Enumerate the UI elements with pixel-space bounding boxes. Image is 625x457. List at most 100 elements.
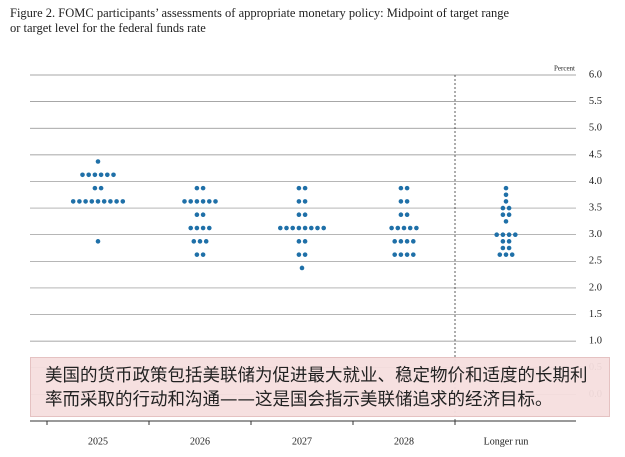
dot: [296, 239, 302, 244]
dot: [194, 225, 200, 231]
dot: [194, 212, 200, 218]
dot: [188, 199, 193, 204]
dot: [207, 199, 212, 204]
chart-title: Figure 2. FOMC participants’ assessments…: [10, 6, 509, 36]
dot: [194, 199, 200, 204]
y-tick-label: 6.0: [589, 69, 602, 80]
dot: [98, 172, 104, 178]
dot: [278, 225, 283, 231]
dot: [98, 185, 104, 191]
dot: [309, 225, 314, 231]
dot: [92, 185, 98, 191]
title-line: or target level for the federal funds ra…: [10, 21, 206, 35]
dot: [398, 239, 404, 244]
dot: [392, 239, 398, 244]
y-tick-label: 4.0: [589, 176, 602, 187]
dot: [114, 199, 119, 204]
dot: [500, 212, 506, 218]
dot: [89, 199, 95, 204]
y-tick-label: 3.5: [589, 202, 602, 213]
dot: [414, 225, 419, 231]
y-tick-label: 1.0: [589, 336, 602, 347]
dot: [404, 212, 410, 218]
dot: [302, 225, 308, 231]
dot: [500, 232, 506, 237]
dot: [398, 252, 404, 257]
dot: [299, 265, 305, 271]
dot: [506, 239, 512, 244]
dot: [70, 199, 76, 204]
dot: [398, 212, 404, 218]
dot: [200, 212, 206, 218]
y-tick-label: 2.5: [589, 256, 602, 267]
dot: [296, 225, 302, 231]
dot: [404, 199, 410, 204]
dot: [503, 192, 509, 198]
dot: [513, 232, 518, 237]
dot: [411, 252, 416, 257]
dot: [302, 252, 308, 257]
dot: [197, 239, 203, 244]
dot: [111, 172, 116, 178]
dot: [302, 199, 308, 204]
dot: [398, 199, 404, 204]
dot: [296, 212, 302, 218]
caption-line: 美国的货币政策包括美联储为促进最大就业、稳定物价和适度的长期利: [45, 366, 588, 386]
dot: [182, 199, 187, 204]
y-tick-label: 2.0: [589, 282, 602, 293]
dot: [411, 239, 416, 244]
dot: [321, 225, 327, 231]
dot: [213, 199, 218, 204]
y-tick-label: 5.5: [589, 96, 602, 107]
dot: [506, 205, 512, 211]
y-unit: Percent: [554, 65, 575, 73]
dot: [296, 185, 302, 191]
dot: [404, 239, 410, 244]
dot: [200, 225, 206, 231]
dot: [108, 199, 113, 204]
x-tick-label: 2028: [394, 436, 414, 447]
dot: [207, 225, 212, 231]
dot: [401, 225, 407, 231]
caption-line: 率而采取的行动和沟通——这是国会指示美联储追求的经济目标。: [45, 390, 553, 410]
dot: [503, 252, 509, 257]
dot: [407, 225, 413, 231]
dot: [92, 172, 98, 178]
dot: [194, 185, 200, 191]
dot: [497, 252, 503, 257]
caption-box: 美国的货币政策包括美联储为促进最大就业、稳定物价和适度的长期利 率而采取的行动和…: [30, 357, 610, 417]
dot: [395, 225, 401, 231]
dot: [200, 199, 206, 204]
dot: [503, 199, 509, 204]
dot: [302, 212, 308, 218]
dot: [290, 225, 296, 231]
dot: [503, 185, 509, 191]
dot: [509, 252, 515, 257]
dot: [506, 212, 512, 218]
x-tick-label: 2025: [88, 436, 108, 447]
x-tick-label: 2026: [190, 436, 210, 447]
dot: [392, 252, 398, 257]
dot: [191, 239, 197, 244]
dot: [500, 205, 506, 211]
y-tick-label: 5.0: [589, 123, 602, 134]
dot: [200, 252, 206, 257]
dot: [188, 225, 193, 231]
dot: [404, 252, 410, 257]
x-tick-label: Longer run: [484, 436, 529, 447]
y-tick-label: 1.5: [589, 309, 602, 320]
dot: [101, 199, 107, 204]
dot: [302, 185, 308, 191]
dot: [506, 232, 512, 237]
dot: [200, 185, 206, 191]
dot: [80, 172, 85, 178]
dot: [83, 199, 88, 204]
dot: [500, 239, 506, 244]
dot: [302, 239, 308, 244]
dot: [494, 232, 500, 237]
dot: [95, 239, 101, 244]
dot: [194, 252, 200, 257]
dot: [389, 225, 394, 231]
